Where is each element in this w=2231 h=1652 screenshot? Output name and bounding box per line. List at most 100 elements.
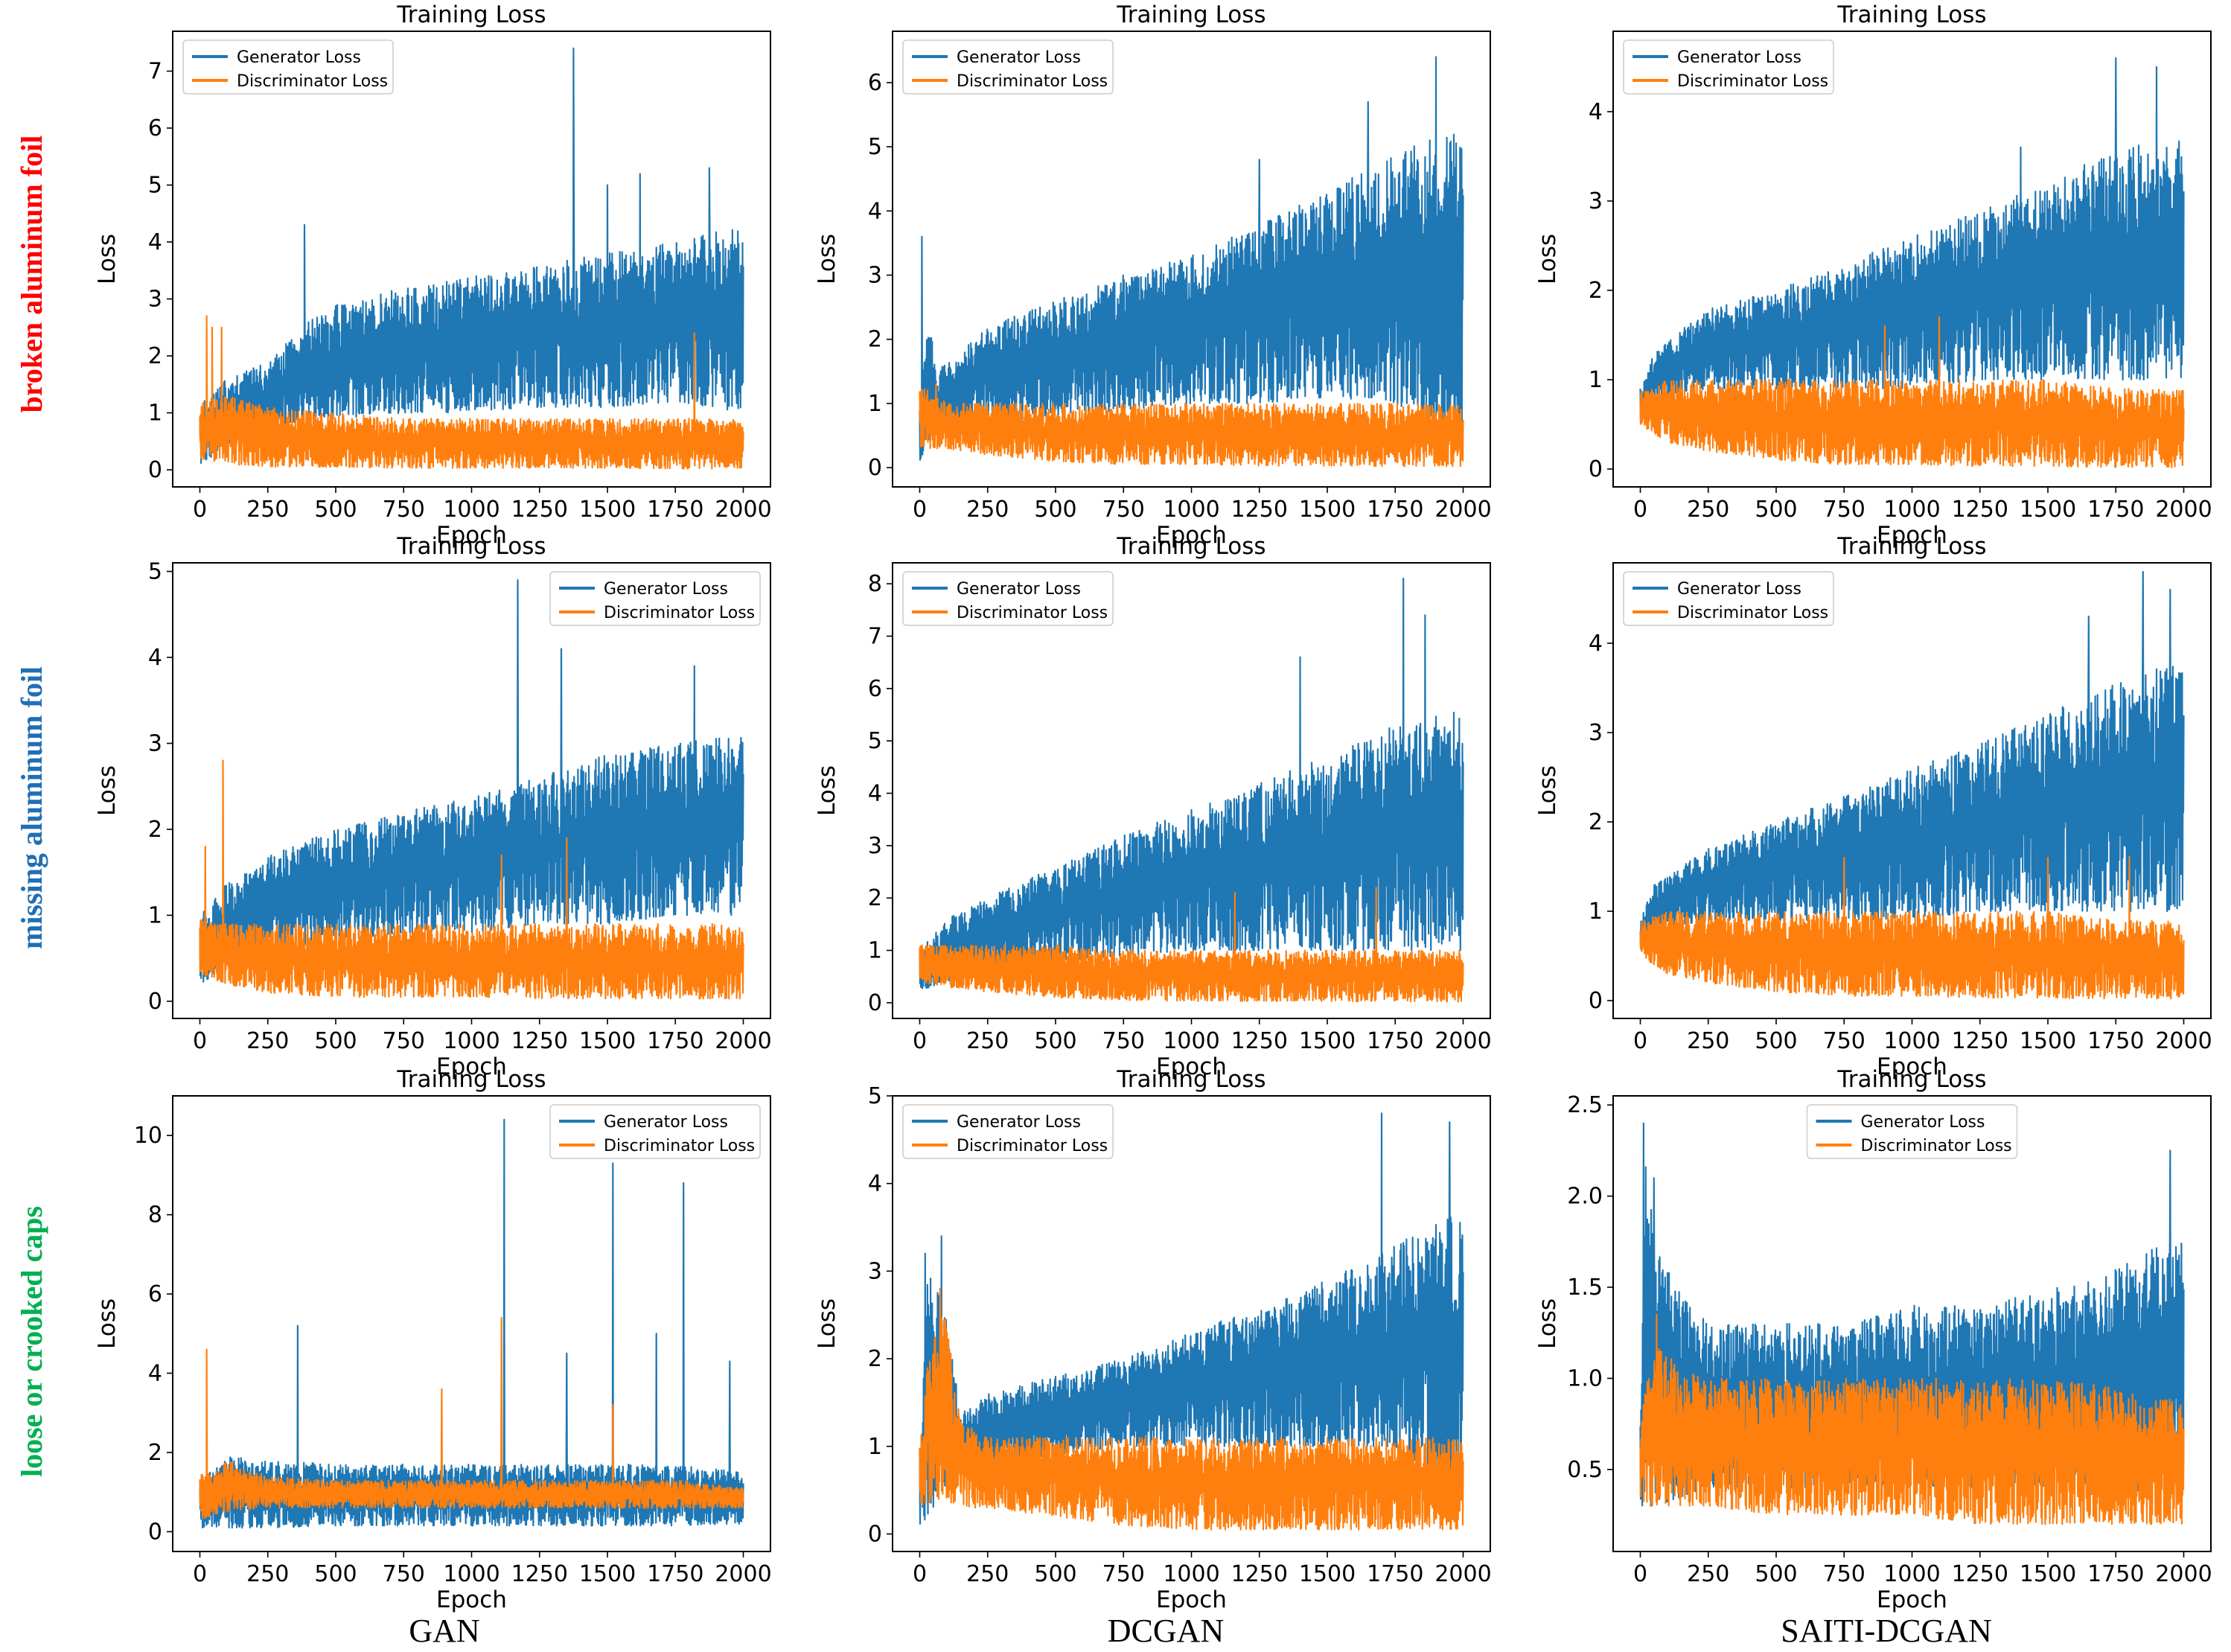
- y-tick-label: 1: [1589, 367, 1603, 393]
- y-tick-label: 0.5: [1567, 1457, 1603, 1483]
- x-tick-label: 750: [1823, 1028, 1865, 1054]
- x-tick-label: 2000: [1434, 1561, 1491, 1587]
- legend-entry: Generator Loss: [957, 1113, 1081, 1132]
- x-tick-label: 2000: [2155, 1561, 2212, 1587]
- y-tick-label: 0: [1589, 456, 1603, 482]
- legend-entry: Generator Loss: [604, 1113, 728, 1132]
- plot-area: [1639, 570, 2185, 1000]
- chart-title: Training Loss: [1836, 533, 1986, 560]
- legend-box: [1623, 571, 1834, 626]
- x-tick-label: 1500: [2020, 497, 2076, 523]
- legend-entry: Discriminator Loss: [1677, 604, 1828, 622]
- legend-entry: Generator Loss: [237, 48, 361, 67]
- x-tick-label: 0: [1633, 497, 1647, 523]
- x-tick-label: 1750: [647, 1028, 703, 1054]
- y-tick-label: 2.0: [1567, 1184, 1603, 1210]
- y-tick-label: 6: [148, 115, 162, 141]
- y-axis-label: Loss: [94, 234, 121, 284]
- y-tick-label: 4: [1589, 99, 1603, 125]
- y-tick-label: 1.5: [1567, 1275, 1603, 1301]
- y-tick-label: 2: [868, 327, 882, 353]
- chart-title: Training Loss: [1836, 1066, 1986, 1093]
- legend-entry: Discriminator Loss: [604, 604, 755, 622]
- plot-area: [199, 579, 744, 1000]
- y-tick-label: 2: [148, 343, 162, 369]
- generator-loss-line: [919, 56, 1464, 461]
- legend-entry: Generator Loss: [1861, 1113, 1985, 1132]
- legend-box: [549, 1104, 761, 1159]
- x-tick-label: 2000: [1434, 497, 1491, 523]
- discriminator-loss-line: [1639, 856, 2185, 1000]
- x-tick-label: 500: [1034, 1561, 1076, 1587]
- x-tick-label: 1250: [511, 1561, 568, 1587]
- legend: Generator Loss Discriminator Loss: [902, 571, 1114, 626]
- x-tick-label: 250: [1687, 497, 1729, 523]
- x-tick-label: 0: [913, 497, 927, 523]
- x-tick-label: 1250: [1952, 497, 2008, 523]
- y-axis-label: Loss: [1534, 234, 1561, 284]
- legend-box: [902, 1104, 1114, 1159]
- y-tick-label: 0: [1589, 988, 1603, 1014]
- x-tick-label: 1000: [1163, 1561, 1219, 1587]
- legend-box: [1623, 39, 1834, 95]
- chart-title: Training Loss: [396, 1066, 546, 1093]
- x-tick-label: 250: [246, 1028, 289, 1054]
- x-tick-label: 1750: [647, 497, 703, 523]
- generator-loss-line: [199, 47, 744, 465]
- legend-entry: Generator Loss: [604, 580, 728, 599]
- x-tick-label: 1250: [511, 1028, 568, 1054]
- y-tick-label: 3: [1589, 720, 1603, 746]
- y-tick-label: 7: [148, 59, 162, 85]
- x-tick-label: 1500: [1299, 497, 1356, 523]
- discriminator-loss-line: [199, 759, 744, 1000]
- x-tick-label: 500: [1755, 1028, 1797, 1054]
- y-tick-label: 0: [868, 455, 882, 481]
- legend-entry: Generator Loss: [1677, 48, 1801, 67]
- legend-entry: Discriminator Loss: [957, 1137, 1108, 1155]
- x-tick-label: 2000: [2155, 1028, 2212, 1054]
- x-tick-label: 250: [246, 1561, 289, 1587]
- x-axis-label: Epoch: [436, 522, 507, 549]
- x-tick-label: 0: [193, 1561, 207, 1587]
- legend: Generator Loss Discriminator Loss: [1806, 1104, 2018, 1159]
- y-tick-label: 0: [148, 457, 162, 483]
- x-axis-label: Epoch: [1877, 1053, 1947, 1080]
- legend-entry: Generator Loss: [1677, 580, 1801, 599]
- x-tick-label: 750: [383, 497, 425, 523]
- x-tick-label: 1500: [2020, 1561, 2076, 1587]
- legend-entry: Generator Loss: [957, 580, 1081, 599]
- row-label-2: missing aluminum foil: [15, 666, 48, 949]
- x-tick-label: 1250: [1231, 1028, 1288, 1054]
- generator-loss-line: [1639, 57, 2185, 423]
- y-tick-label: 2: [868, 1346, 882, 1372]
- x-tick-label: 1000: [1163, 497, 1219, 523]
- y-tick-label: 5: [148, 173, 162, 199]
- x-tick-label: 1750: [2087, 1561, 2144, 1587]
- x-tick-label: 2000: [715, 497, 771, 523]
- y-tick-label: 4: [148, 645, 162, 671]
- x-tick-label: 1500: [1299, 1028, 1356, 1054]
- chart-title: Training Loss: [1116, 533, 1265, 560]
- y-tick-label: 3: [868, 833, 882, 859]
- legend-entry: Generator Loss: [957, 48, 1081, 67]
- y-tick-label: 7: [868, 623, 882, 649]
- discriminator-loss-line: [1639, 1313, 2185, 1525]
- y-tick-label: 3: [868, 1258, 882, 1284]
- y-tick-label: 0: [868, 1521, 882, 1547]
- y-tick-label: 4: [1589, 631, 1603, 657]
- x-tick-label: 1750: [2087, 1028, 2144, 1054]
- legend-entry: Discriminator Loss: [1861, 1137, 2012, 1155]
- x-axis-label: Epoch: [1877, 522, 1947, 549]
- x-tick-label: 1750: [1367, 1028, 1423, 1054]
- y-tick-label: 3: [148, 287, 162, 313]
- y-tick-label: 2: [148, 1440, 162, 1466]
- y-tick-label: 1.0: [1567, 1365, 1603, 1391]
- x-tick-label: 1500: [579, 1028, 636, 1054]
- x-tick-label: 1250: [1231, 1561, 1288, 1587]
- chart-title: Training Loss: [396, 1, 546, 28]
- discriminator-loss-line: [919, 887, 1464, 1003]
- legend-box: [902, 39, 1114, 95]
